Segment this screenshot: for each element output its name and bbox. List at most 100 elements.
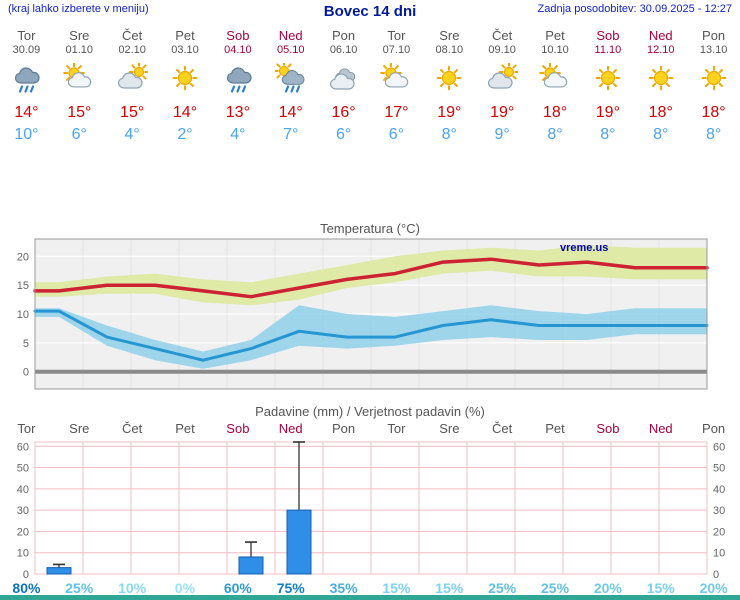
day-column[interactable]: Tor 30.09 14° 10° [0, 28, 53, 144]
precip-y-tick-left: 20 [17, 526, 29, 538]
low-temp: 2° [177, 126, 193, 143]
day-column[interactable]: Čet 09.10 19° 9° [476, 28, 529, 144]
day-date: 04.10 [224, 44, 252, 56]
precip-probability: 10% [118, 580, 147, 596]
day-date: 30.09 [12, 44, 41, 56]
precip-probability: 25% [488, 580, 517, 596]
precipitation-chart: 0 0 10 10 20 20 30 30 40 40 50 50 60 60 [17, 441, 725, 580]
day-column[interactable]: Ned 12.10 18° 8° [634, 28, 687, 144]
day-name: Ned [648, 28, 673, 43]
precip-day-label: Čet [492, 421, 513, 436]
day-date: 10.10 [541, 44, 569, 56]
day-column[interactable]: Sre 01.10 15° 6° [53, 28, 106, 144]
precip-day-label: Tor [17, 421, 36, 436]
precip-day-label: Pet [175, 421, 195, 436]
weather-icon-slot [53, 62, 106, 99]
precip-y-tick-right: 60 [713, 441, 725, 453]
weather-icon-slot [317, 63, 370, 99]
mostly-cloudy-icon [118, 61, 150, 89]
sunny-icon [595, 65, 621, 91]
partly-sunny-icon [380, 62, 409, 88]
day-column[interactable]: Pet 10.10 18° 8° [529, 28, 582, 144]
cloudy-icon [329, 68, 355, 90]
precip-day-label: Ned [278, 421, 303, 436]
day-column[interactable]: Čet 02.10 15° 4° [106, 28, 159, 144]
weather-icon-slot [159, 63, 212, 99]
day-name: Tor [387, 28, 406, 43]
temperature-chart: 0 5 10 15 20 vreme.us [17, 238, 709, 390]
day-column[interactable]: Sob 04.10 13° 4° [211, 28, 264, 144]
high-temp: 17° [384, 104, 409, 121]
precip-y-tick-left: 10 [17, 548, 29, 560]
precip-day-label: Sre [69, 421, 90, 436]
day-name: Sre [69, 28, 90, 43]
precip-y-tick-right: 0 [713, 569, 719, 580]
day-column[interactable]: Pet 03.10 14° 2° [159, 28, 212, 144]
day-date: 03.10 [171, 44, 199, 56]
precip-probability-row: 80% 25% 10% 0% 60% 75% 35% 15% 15% 25% 25% 20% 15% 20… [0, 580, 740, 596]
day-name: Čet [492, 28, 513, 43]
precip-probability: 80% [12, 580, 41, 596]
last-update: Zadnja posodobitev: 30.09.2025 - 12:27 [537, 3, 733, 15]
weather-icon-slot [529, 62, 582, 99]
high-temp: 16° [331, 104, 356, 121]
precip-probability: 60% [223, 580, 252, 596]
precip-probability: 25% [541, 580, 570, 596]
precip-day-label: Čet [122, 421, 143, 436]
partly-sunny-icon [539, 62, 568, 88]
sunny-icon [648, 65, 674, 91]
sunny-icon [436, 65, 462, 91]
sunny-icon [701, 65, 726, 91]
high-temp: 19° [595, 104, 620, 121]
precip-day-label: Sre [439, 421, 460, 436]
high-temp: 19° [437, 104, 462, 121]
day-column[interactable]: Sre 08.10 19° 8° [423, 28, 476, 144]
weather-icon-slot [211, 63, 264, 99]
precip-day-label: Pon [702, 421, 726, 436]
day-column[interactable]: Tor 07.10 17° 6° [370, 28, 423, 144]
day-name: Pon [702, 28, 726, 43]
low-temp: 4° [124, 126, 140, 143]
day-name: Pet [545, 28, 565, 43]
precip-probability: 25% [65, 580, 94, 596]
high-temp: 15° [67, 104, 92, 121]
precip-y-tick-right: 40 [713, 484, 725, 496]
high-temp: 19° [490, 104, 515, 121]
precip-y-tick-right: 50 [713, 463, 725, 475]
day-date: 13.10 [699, 44, 728, 56]
day-strip: Tor 30.09 14° 10° Sre 01.10 15° 6° Čet 02.10 15° 4°… [0, 28, 740, 144]
partly-sunny-icon [63, 62, 92, 88]
day-column[interactable]: Sob 11.10 19° 8° [581, 28, 634, 144]
max-temp-line [33, 257, 709, 299]
high-temp: 18° [542, 104, 568, 121]
precip-bar [238, 556, 264, 575]
low-temp: 7° [283, 126, 299, 143]
precip-bar [286, 509, 312, 575]
high-temp: 14° [172, 104, 198, 121]
day-name: Sob [226, 28, 250, 43]
precip-probability: 0% [174, 580, 196, 596]
precip-probability: 20% [593, 580, 622, 596]
precip-y-tick-right: 10 [713, 548, 725, 560]
temp-y-tick: 15 [17, 280, 29, 292]
day-date: 05.10 [276, 44, 305, 56]
precipitation-chart-title: Padavine (mm) / Verjetnost padavin (%) [255, 404, 485, 419]
low-temp: 6° [388, 126, 405, 143]
day-date: 08.10 [435, 44, 464, 56]
watermark[interactable]: vreme.us [560, 242, 608, 254]
day-name: Pet [175, 28, 195, 43]
precip-y-tick-left: 40 [17, 484, 29, 496]
day-column[interactable]: Ned 05.10 14° 7° [264, 28, 317, 144]
day-column[interactable]: Pon 13.10 18° 8° [687, 28, 740, 144]
day-column[interactable]: Pon 06.10 16° 6° [317, 28, 370, 144]
low-temp: 4° [230, 126, 246, 143]
high-temp: 18° [701, 104, 726, 121]
weather-icon-slot [0, 63, 53, 99]
day-date: 12.10 [646, 44, 675, 56]
day-date: 02.10 [118, 44, 146, 56]
precip-probability: 15% [382, 580, 411, 596]
page-title: Bovec 14 dni [323, 3, 417, 20]
day-name: Sre [439, 28, 460, 43]
low-temp: 8° [547, 126, 563, 143]
